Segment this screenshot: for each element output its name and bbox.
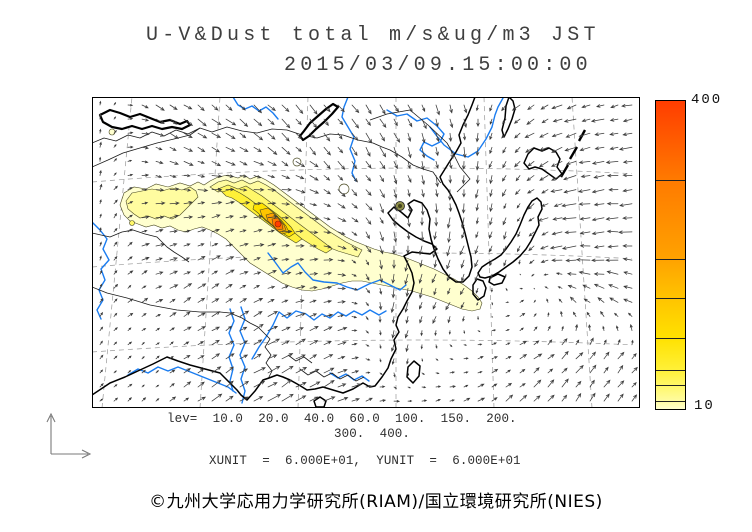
colorbar-level-divider <box>656 385 685 387</box>
colorbar-level-divider <box>656 337 685 339</box>
colorbar-max-label: 400 <box>691 92 723 108</box>
axis-orientation-icon <box>46 412 92 459</box>
station-marker <box>395 201 405 211</box>
map-frame <box>92 97 640 408</box>
dust-max-spot <box>274 220 282 228</box>
contour-levels-line2: 300. 400. <box>334 427 411 441</box>
colorbar-level-divider <box>656 298 685 300</box>
colorbar-level-divider <box>656 369 685 371</box>
colorbar-level-divider <box>656 180 685 181</box>
wind-vectors <box>98 100 638 403</box>
axis-units-label: XUNIT = 6.000E+01, YUNIT = 6.000E+01 <box>209 454 521 468</box>
figure-title: U-V&Dust total m/s&ug/m3 JST <box>146 24 600 47</box>
country-borders <box>92 109 471 382</box>
colorbar-level-divider <box>656 401 685 403</box>
contour-levels-line1: lev= 10.0 20.0 40.0 60.0 100. 150. 200. <box>167 412 517 426</box>
credit-footer: ©九州大学応用力学研究所(RIAM)/国立環境研究所(NIES) <box>149 492 603 512</box>
map-plot <box>92 97 640 408</box>
colorbar-level-divider <box>656 258 685 260</box>
figure-timestamp: 2015/03/09.15:00:00 <box>284 54 592 77</box>
dust-map-canvas <box>92 97 640 408</box>
colorbar <box>655 100 686 410</box>
colorbar-min-label: 10 <box>694 398 715 414</box>
